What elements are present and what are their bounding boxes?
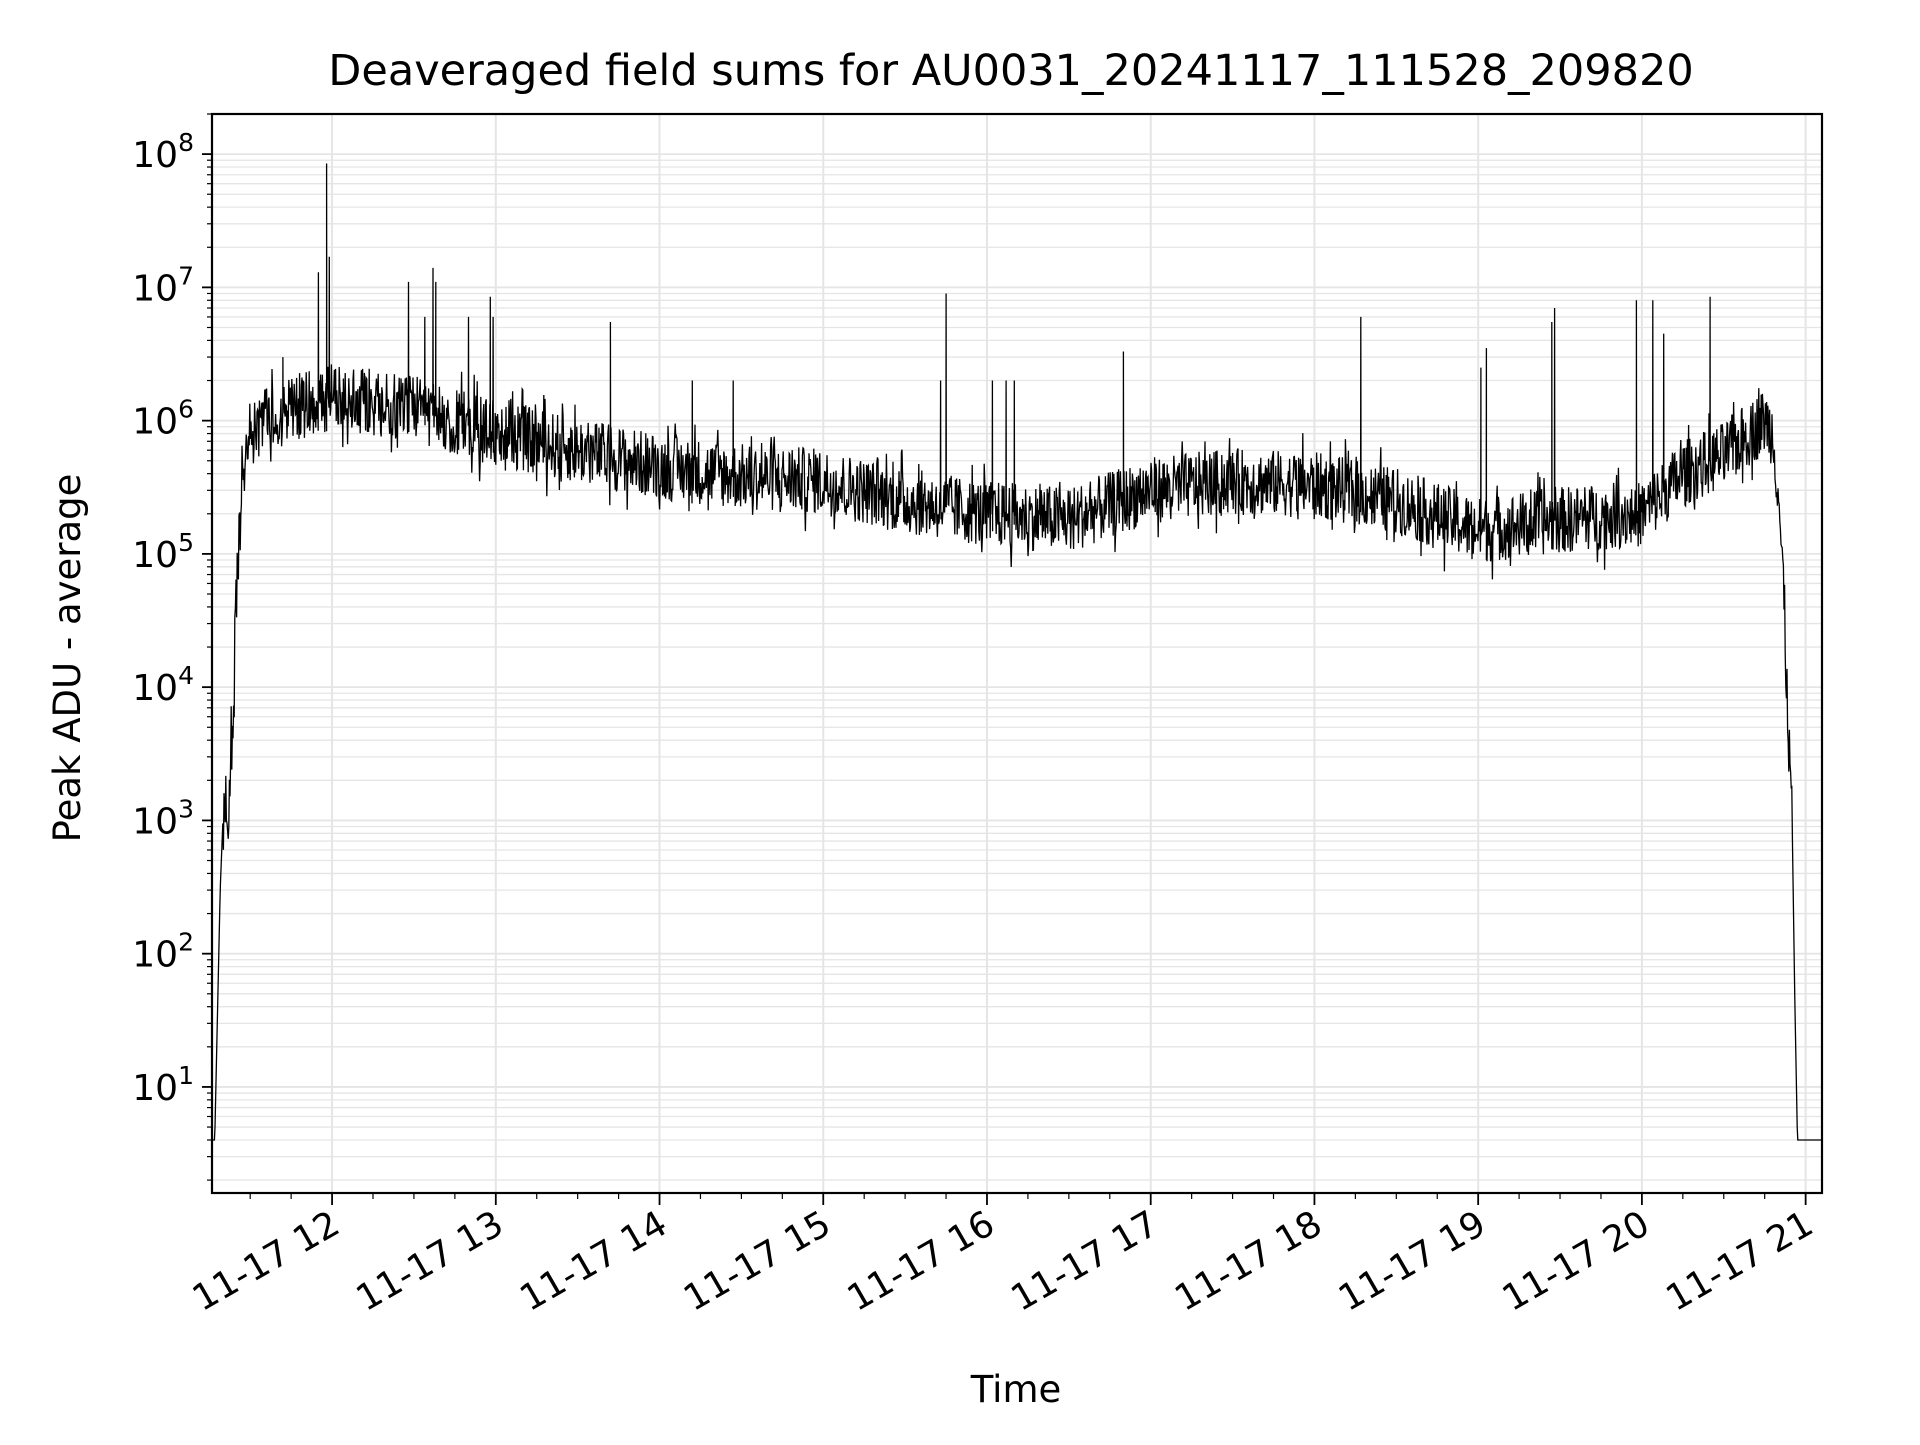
y-tick-label: 108 <box>132 128 194 176</box>
y-tick-label: 107 <box>132 261 194 309</box>
y-tick-label: 101 <box>132 1061 194 1109</box>
y-axis-label: Peak ADU - average <box>46 474 89 843</box>
y-tick-label: 105 <box>132 528 194 576</box>
grid <box>212 113 1822 1193</box>
x-axis-label: Time <box>970 1368 1062 1411</box>
y-tick-label: 102 <box>132 928 194 976</box>
plot-area <box>212 163 1822 1141</box>
y-tick-label: 104 <box>132 661 194 709</box>
y-axis: 101 102 103 104 105 106 107 108 <box>132 113 212 1181</box>
y-tick-label: 106 <box>132 395 194 443</box>
axes-frame <box>210 112 1824 1195</box>
chart-title: Deaveraged field sums for AU0031_2024111… <box>328 46 1693 96</box>
series-line <box>212 163 1822 1141</box>
y-tick-label: 103 <box>132 794 194 842</box>
